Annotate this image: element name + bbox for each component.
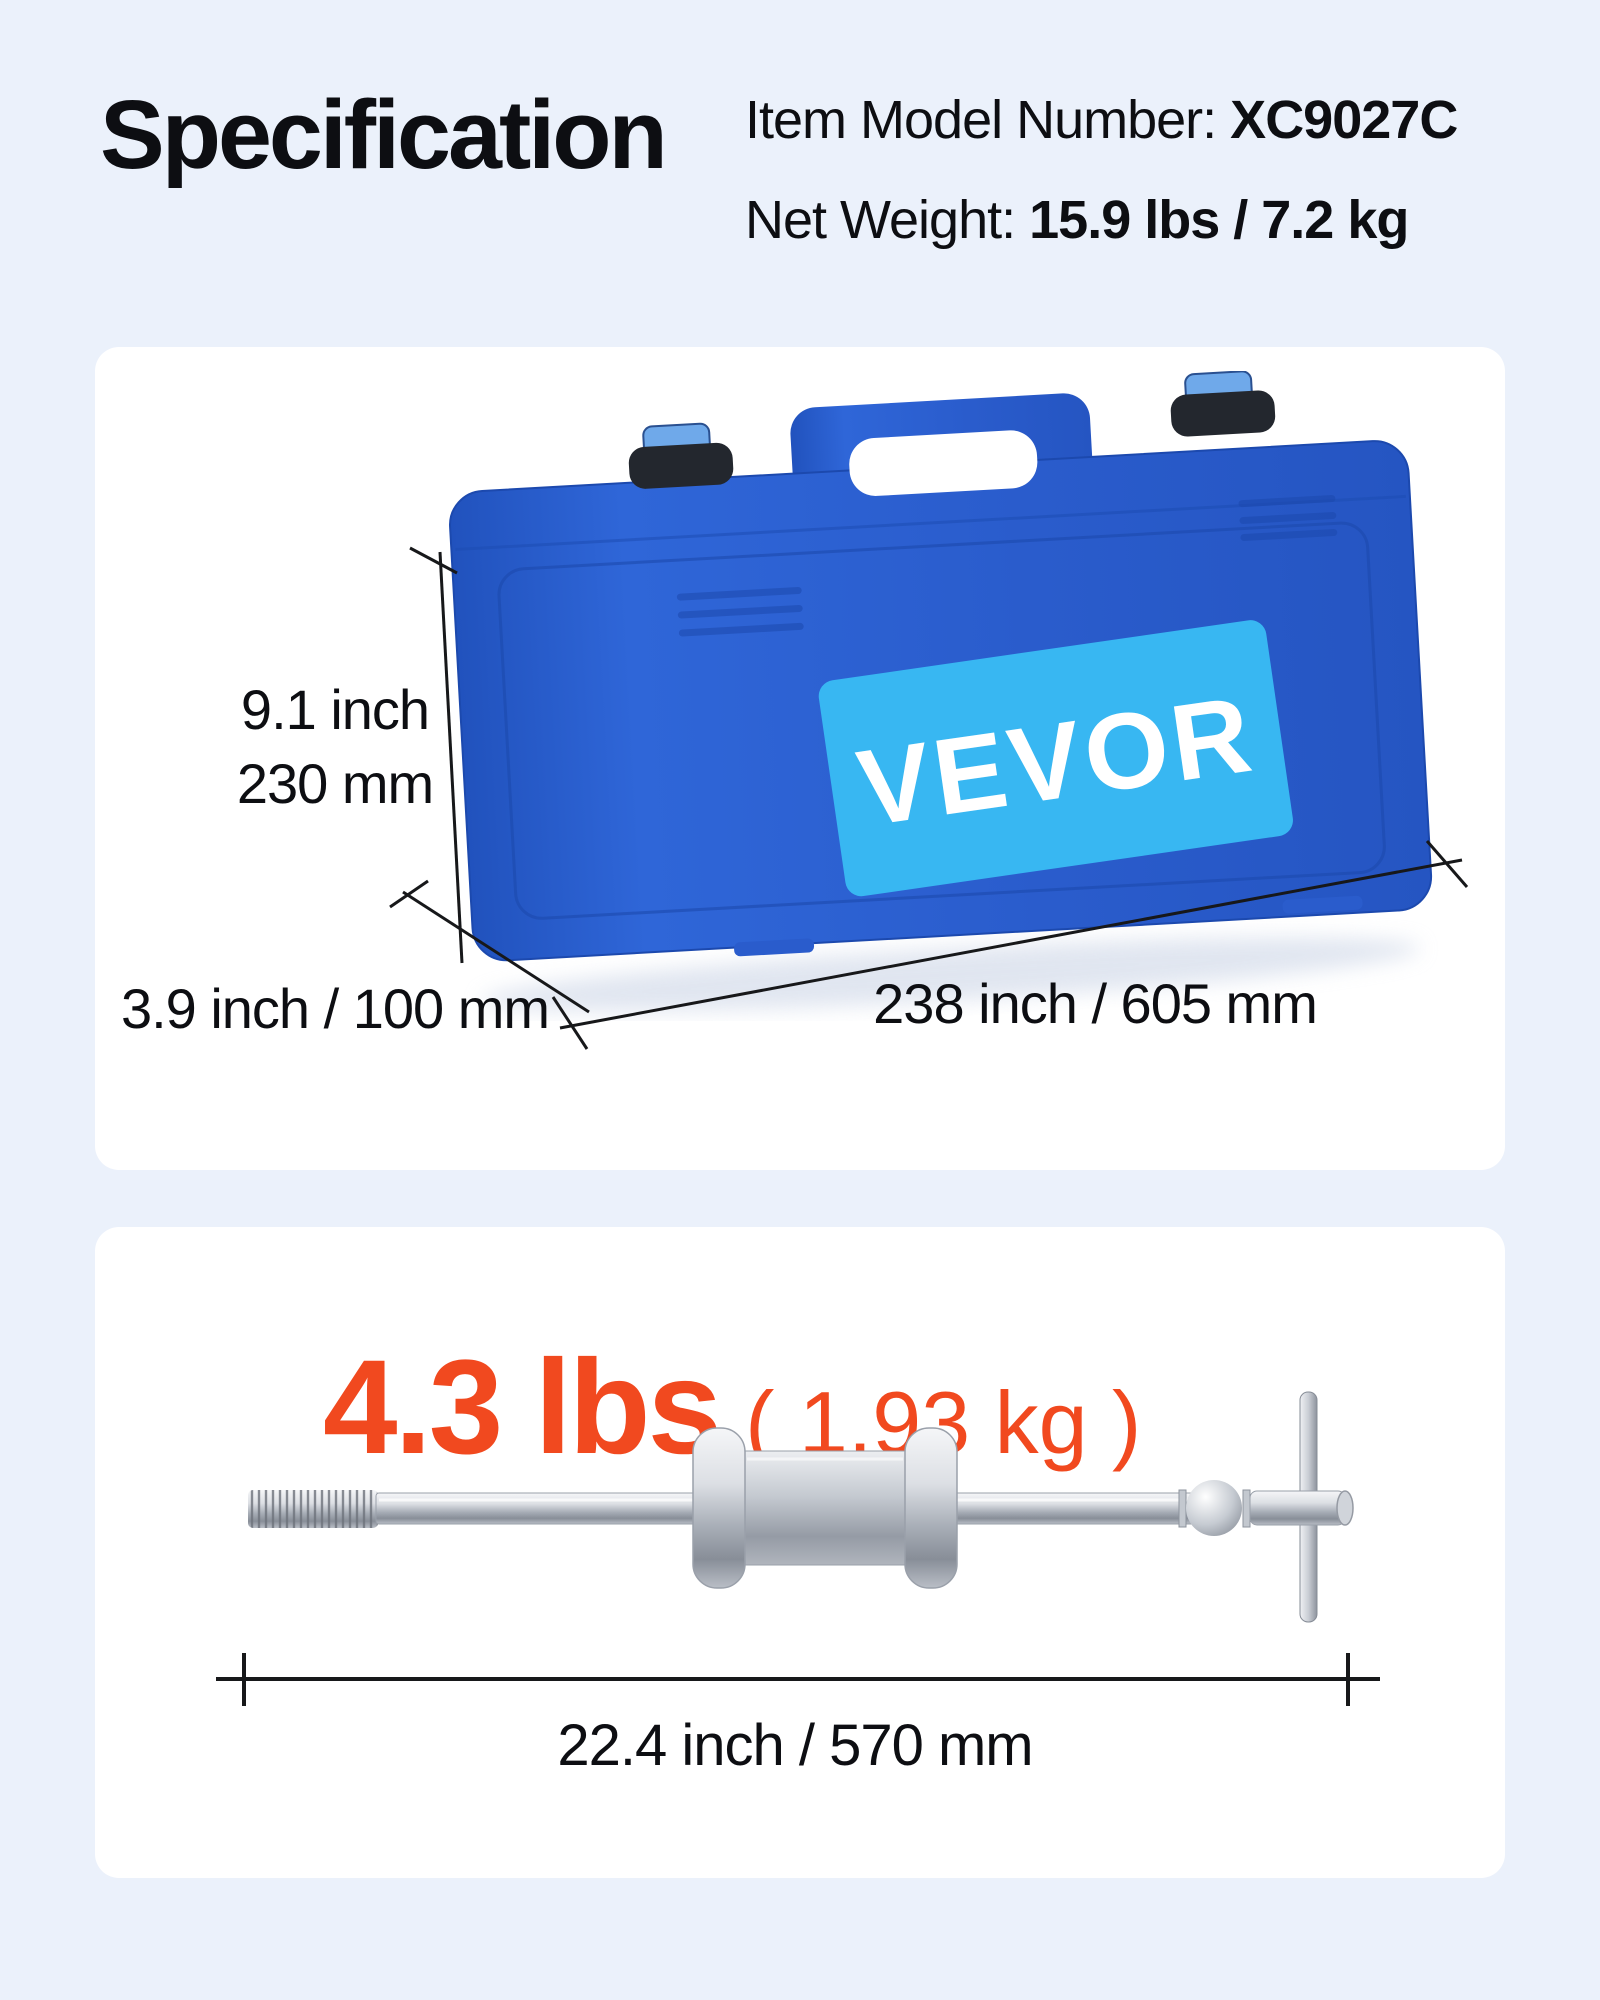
net-weight-value: 15.9 lbs / 7.2 kg bbox=[1029, 190, 1409, 250]
model-number-label: Item Model Number: bbox=[745, 90, 1231, 150]
net-weight-label: Net Weight: bbox=[745, 190, 1030, 250]
case-foot-left bbox=[734, 938, 815, 957]
case-depth-label: 3.9 inch / 100 mm bbox=[120, 977, 550, 1040]
case-vents-left bbox=[676, 586, 804, 637]
case-shadow bbox=[481, 937, 1421, 1012]
case-illustration: VEVOR bbox=[449, 371, 1433, 1012]
case-spec-card: VEVOR 9 bbox=[95, 347, 1505, 1170]
page-title: Specification bbox=[100, 80, 668, 189]
hammer-weight bbox=[692, 1427, 958, 1589]
header-info: Item Model Number: XC9027C Net Weight: 1… bbox=[745, 70, 1525, 270]
tool-weight-value: 4.3 lbs bbox=[323, 1333, 722, 1482]
tool-spec-card: 4.3 lbs( 1.93 kg ) bbox=[95, 1227, 1505, 1878]
height-dimension-line bbox=[409, 546, 464, 964]
width-dimension-line bbox=[551, 840, 1469, 1050]
case-panel-outline bbox=[497, 521, 1386, 920]
handle-sleeve bbox=[1249, 1490, 1354, 1526]
case-height-label: 9.1 inch 230 mm bbox=[236, 678, 434, 815]
slide-hammer-illustration bbox=[216, 1391, 1380, 1706]
net-weight-line: Net Weight: 15.9 lbs / 7.2 kg bbox=[745, 170, 1525, 270]
length-dimension-line bbox=[216, 1653, 1380, 1706]
model-number-line: Item Model Number: XC9027C bbox=[745, 70, 1525, 170]
model-number-value: XC9027C bbox=[1230, 90, 1458, 150]
depth-dimension-line bbox=[389, 879, 590, 1014]
case-logo-panel: VEVOR bbox=[818, 620, 1293, 897]
stop-ball bbox=[1178, 1480, 1251, 1536]
case-latch-left bbox=[628, 422, 734, 489]
case-vents-right bbox=[1238, 495, 1338, 542]
case-width-label: 238 inch / 605 mm bbox=[873, 972, 1318, 1035]
threaded-shaft-end bbox=[248, 1490, 378, 1528]
case-dimension-lines bbox=[389, 546, 1469, 1050]
tool-length-label: 22.4 inch / 570 mm bbox=[557, 1713, 1033, 1778]
case-latch-right bbox=[1170, 371, 1276, 437]
case-foot-right bbox=[1282, 895, 1363, 914]
case-handle-hole bbox=[849, 430, 1038, 496]
